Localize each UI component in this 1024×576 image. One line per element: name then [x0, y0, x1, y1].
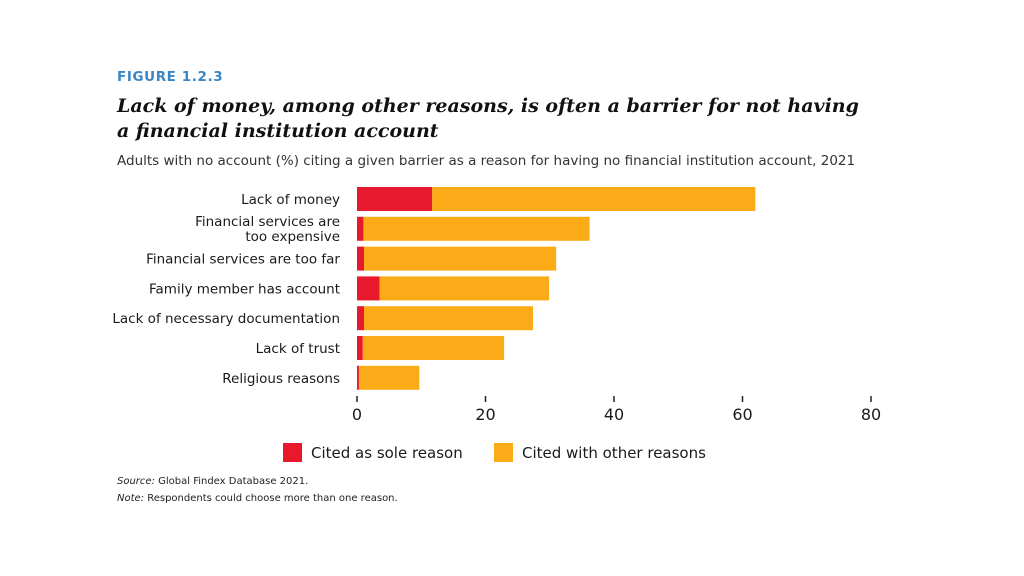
x-tick-label: 80	[861, 405, 881, 424]
x-tick-label: 0	[352, 405, 362, 424]
note-text: Respondents could choose more than one r…	[144, 493, 398, 504]
legend-label: Cited with other reasons	[522, 444, 706, 462]
bar-sole-reason	[357, 187, 433, 211]
source-text: Global Findex Database 2021.	[154, 476, 309, 487]
bar-other-reasons	[364, 246, 557, 271]
category-label-line: too expensive	[245, 229, 340, 245]
category-label-line: Financial services are	[195, 214, 340, 230]
bar-other-reasons	[362, 336, 505, 360]
category-label: Family member has account	[149, 281, 340, 297]
bar-sole-reason	[357, 216, 364, 241]
bar-sole-reason	[357, 246, 365, 271]
bar-other-reasons	[379, 276, 550, 301]
bar-other-reasons	[364, 306, 534, 331]
legend-label: Cited as sole reason	[311, 444, 463, 462]
chart-title: Lack of money, among other reasons, is o…	[117, 95, 859, 142]
bar-other-reasons	[363, 216, 590, 241]
footnote: Note: Respondents could choose more than…	[117, 493, 398, 504]
x-tick-label: 40	[604, 405, 624, 424]
category-label: Lack of money	[241, 192, 340, 208]
category-label: Financial services are too far	[146, 252, 340, 268]
category-label: Lack of necessary documentation	[112, 311, 340, 327]
legend-swatch-sole	[283, 443, 302, 462]
category-label: Financial services are too expensive	[195, 214, 340, 245]
bar-other-reasons	[358, 365, 420, 390]
bar-sole-reason	[357, 365, 359, 390]
source-label: Source:	[117, 476, 155, 487]
bar-sole-reason	[357, 276, 380, 301]
figure-label: FIGURE 1.2.3	[117, 69, 224, 85]
legend-swatch-other	[494, 443, 513, 462]
note-label: Note:	[117, 493, 145, 504]
category-label: Lack of trust	[256, 341, 340, 357]
source-note: Source: Global Findex Database 2021.	[117, 476, 308, 487]
chart-subtitle: Adults with no account (%) citing a give…	[117, 153, 856, 169]
bar-sole-reason	[357, 306, 365, 331]
x-tick-label: 60	[732, 405, 752, 424]
category-label: Religious reasons	[222, 371, 340, 387]
x-tick-label: 20	[475, 405, 495, 424]
bar-other-reasons	[432, 187, 756, 211]
bar-sole-reason	[357, 336, 363, 360]
